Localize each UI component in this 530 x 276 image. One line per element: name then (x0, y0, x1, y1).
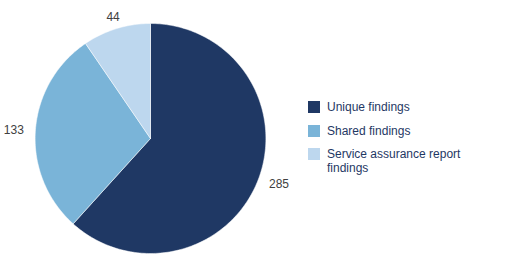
svg-text:44: 44 (106, 10, 120, 24)
svg-text:285: 285 (269, 177, 289, 191)
html-text:Unique findings: Unique findings (327, 100, 410, 115)
svg-text:133: 133 (4, 123, 24, 137)
html-text:Service assurance report findi: Service assurance report findings (327, 147, 461, 176)
html-text:Shared findings: Shared findings (327, 123, 411, 138)
